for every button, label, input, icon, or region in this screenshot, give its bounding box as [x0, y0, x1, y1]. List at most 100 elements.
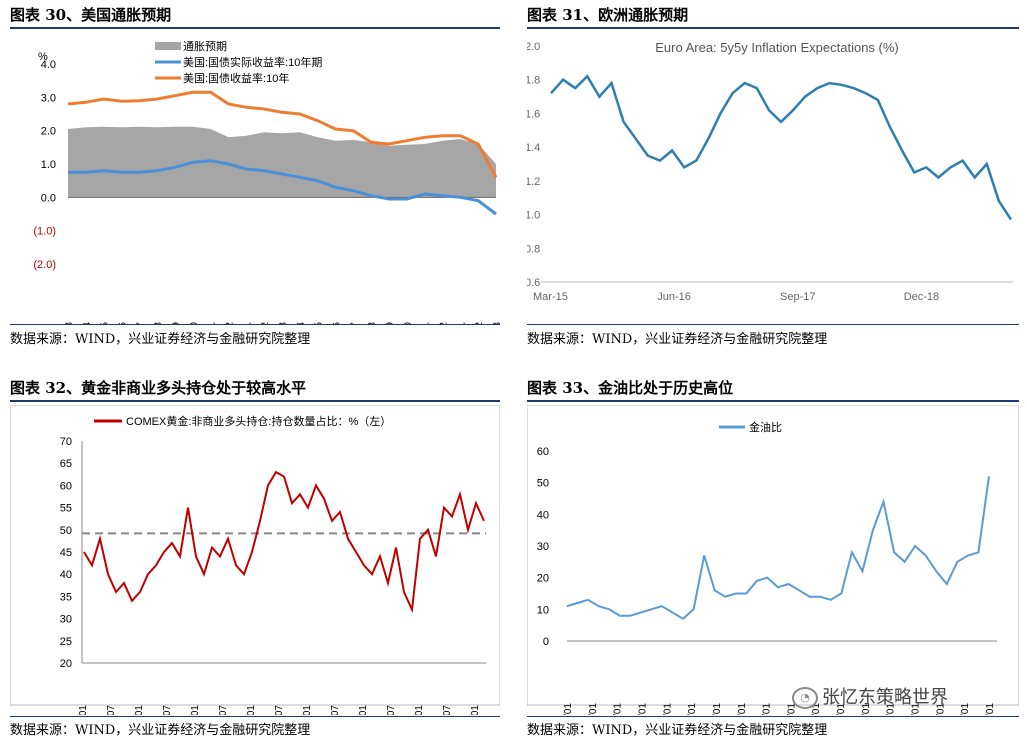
x-tick-label: 2018/07: [135, 322, 146, 324]
y-tick-label: 1.8: [527, 75, 540, 87]
x-tick-label: 2018/05: [100, 322, 111, 324]
wechat-icon: ◔: [792, 687, 818, 709]
x-tick-label: 2018/04: [82, 322, 93, 324]
line-series-euro-5y5y: [550, 74, 1013, 221]
line-series-2: [67, 90, 498, 179]
source-note: 数据来源：WIND，兴业证券经济与金融研究院整理: [10, 332, 311, 347]
x-tick-label: 2013/01: [811, 703, 822, 715]
y-tick-label: (1.0): [33, 226, 56, 238]
x-tick-label: 2008/01: [687, 703, 698, 715]
y-tick-label: 30: [60, 614, 72, 626]
line-series-comex-gold: [83, 470, 485, 614]
y-tick-label: 1.4: [527, 142, 540, 154]
x-tick-label: 2020/01: [456, 322, 467, 324]
chart-title: 图表 30、美国通胀预期: [10, 6, 172, 24]
x-tick-label: 2019/01: [414, 705, 425, 715]
x-tick-label: 2012/01: [786, 703, 797, 715]
x-tick-label: 2019/07: [349, 322, 360, 324]
y-tick-label: 0.6: [527, 277, 540, 289]
y-tick-label: 60: [60, 480, 72, 492]
x-tick-label: 2018/09: [171, 322, 182, 324]
x-tick-label: 2018/12: [225, 322, 236, 324]
y-tick-label: 2.0: [41, 126, 56, 138]
x-tick-label: 2019/11: [421, 322, 432, 324]
title-rule: [527, 27, 1019, 29]
legend-label: 通胀预期: [183, 40, 227, 53]
y-tick-label: 40: [60, 569, 72, 581]
x-tick-label: 2020/03: [492, 322, 500, 324]
line-series-gold-oil: [566, 476, 990, 621]
y-tick-label: 4.0: [41, 59, 56, 71]
x-tick-label: 2019/07: [442, 705, 453, 715]
title-rule: [527, 400, 1019, 402]
x-tick-label: 2017/01: [911, 703, 922, 715]
chart-panel-gold-positions: 图表 32、黄金非商业多头持仓处于较高水平 70 65 60 55 50 45 40 35 30…: [10, 377, 500, 738]
source-note: 数据来源：WIND，兴业证券经济与金融研究院整理: [10, 723, 311, 738]
source-rule: [527, 716, 1019, 717]
x-tick-label: 2015/01: [190, 705, 201, 715]
x-tick-label: 2018/07: [386, 705, 397, 715]
chart-panel-gold-oil: 图表 33、金油比处于历史高位 60 50 40 30 20 10 0 金油比 2003/01 2…: [527, 377, 1019, 738]
x-tick-label: 2018/01: [935, 703, 946, 715]
line-series-1: [68, 159, 497, 216]
x-tick-label: 2005/01: [613, 703, 624, 715]
x-tick-label: 2017/07: [330, 705, 341, 715]
x-tick-label: 2019/01: [242, 322, 253, 324]
chart-gold-oil-ratio: 60 50 40 30 20 10 0 金油比 2003/01 2004/01 2005/01 200…: [527, 405, 1019, 715]
legend-label: 金油比: [749, 420, 782, 434]
x-tick-label: 2020/01: [470, 705, 481, 715]
x-tick-label: 2019/12: [439, 322, 450, 324]
chart-title: 图表 32、黄金非商业多头持仓处于较高水平: [10, 379, 307, 397]
y-tick-label: 20: [537, 573, 549, 585]
y-tick-label: 20: [60, 658, 72, 670]
y-tick-label: 10: [537, 604, 549, 616]
title-rule: [10, 27, 500, 29]
x-tick-label: 2006/01: [637, 703, 648, 715]
x-tick-label: 2019/10: [403, 322, 414, 324]
y-tick-label: 70: [60, 436, 72, 448]
x-tick-label: 2019/09: [385, 322, 396, 324]
x-tick-label: 2011/01: [762, 703, 773, 715]
y-tick-label: 3.0: [41, 92, 56, 104]
y-axis-unit: %: [38, 51, 48, 63]
y-tick-label: 1.2: [527, 176, 540, 188]
y-tick-label: 0.8: [527, 243, 540, 255]
legend-label: COMEX黄金:非商业多头持仓:持仓数量占比：%（左）: [126, 414, 391, 428]
x-tick-label: 2013/07: [106, 705, 117, 715]
source-note: 数据来源：WIND，兴业证券经济与金融研究院整理: [527, 723, 828, 738]
chart-panel-us-inflation: 图表 30、美国通胀预期 % 4.0 3.0 2.0 1.0 0.0 (1.0) (2.0) 通…: [10, 4, 500, 350]
x-tick-label: 2018/03: [64, 322, 75, 324]
legend-swatch: [155, 42, 181, 50]
x-tick-label: 2020/01: [985, 703, 996, 715]
y-tick-label: 25: [60, 636, 72, 648]
x-tick-label: 2018/10: [189, 322, 200, 324]
x-tick-label: 2019/08: [367, 322, 378, 324]
x-tick-label: 2016/01: [246, 705, 257, 715]
x-tick-label: Dec-18: [904, 291, 939, 303]
x-tick-label: 2004/01: [588, 703, 599, 715]
x-tick-label: 2016/07: [274, 705, 285, 715]
y-tick-label: 65: [60, 458, 72, 470]
x-tick-label: 2019/05: [314, 322, 325, 324]
title-rule: [10, 400, 500, 402]
y-tick-label: 50: [60, 525, 72, 537]
x-tick-label: 2018/11: [207, 322, 218, 324]
chart-gold-positions: 70 65 60 55 50 45 40 35 30 25 20 COMEX黄金:非商业多头持仓:持仓…: [10, 405, 500, 715]
y-tick-label: 50: [537, 478, 549, 490]
x-tick-label: 2020/02: [474, 322, 485, 324]
y-tick-label: 30: [537, 541, 549, 553]
y-tick-label: 2.0: [527, 41, 540, 53]
y-tick-label: 60: [537, 446, 549, 458]
x-tick-label: Sep-17: [780, 291, 815, 303]
y-tick-label: 40: [537, 509, 549, 521]
x-tick-label: 2014/07: [162, 705, 173, 715]
x-tick-label: 2019/04: [296, 322, 307, 324]
x-tick-label: 2014/01: [134, 705, 145, 715]
chart-title: 图表 31、欧洲通胀预期: [527, 6, 689, 24]
y-tick-label: 1.6: [527, 108, 540, 120]
y-tick-label: 0: [543, 636, 549, 648]
x-tick-label: 2018/06: [118, 322, 129, 324]
x-tick-label: Mar-15: [533, 291, 568, 303]
x-tick-label: 2019/02: [260, 322, 271, 324]
x-tick-label: 2018/08: [153, 322, 164, 324]
